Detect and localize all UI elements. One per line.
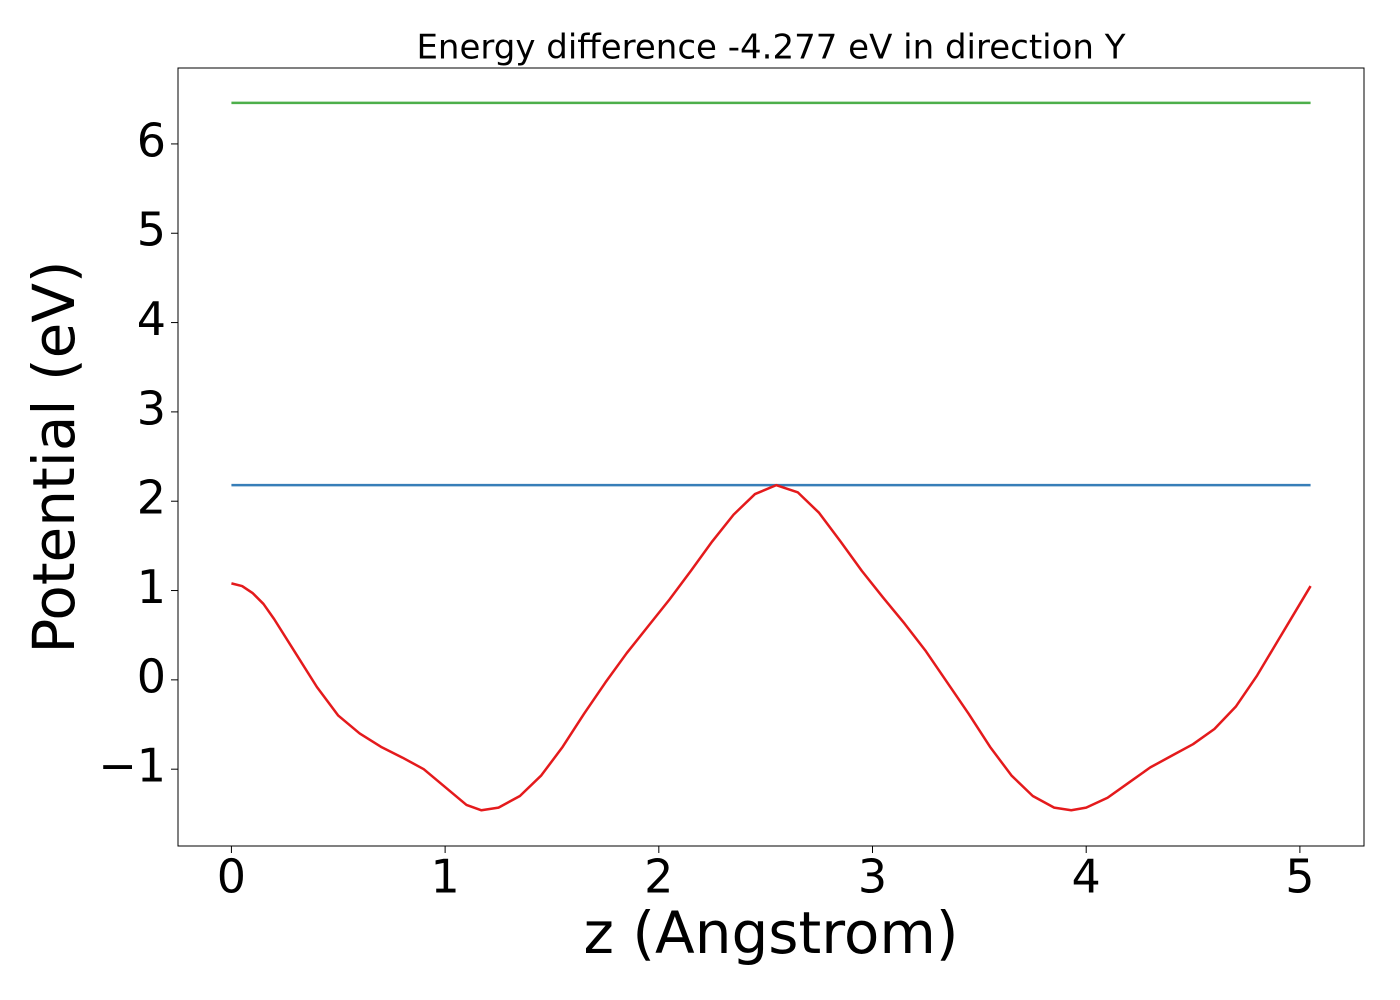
y-tick-label: 5 <box>137 203 166 257</box>
x-axis-label: z (Angstrom) <box>584 899 959 967</box>
x-tick-label: 0 <box>217 850 246 904</box>
x-tick-label: 2 <box>644 850 673 904</box>
x-tick-label: 3 <box>858 850 887 904</box>
y-tick-label: 1 <box>137 560 166 614</box>
y-tick-label: 6 <box>137 113 166 167</box>
chart-title: Energy difference -4.277 eV in direction… <box>416 28 1125 68</box>
y-tick-label: 4 <box>137 292 166 346</box>
y-tick-label: −1 <box>98 739 166 793</box>
y-tick-label: 2 <box>137 471 166 525</box>
x-tick-label: 5 <box>1285 850 1314 904</box>
x-tick-label: 4 <box>1072 850 1101 904</box>
y-axis-label: Potential (eV) <box>20 260 88 653</box>
y-tick-label: 0 <box>137 649 166 703</box>
y-tick-label: 3 <box>137 381 166 435</box>
series-line <box>231 483 1312 812</box>
x-tick-label: 1 <box>430 850 459 904</box>
plot-frame <box>177 67 1365 847</box>
